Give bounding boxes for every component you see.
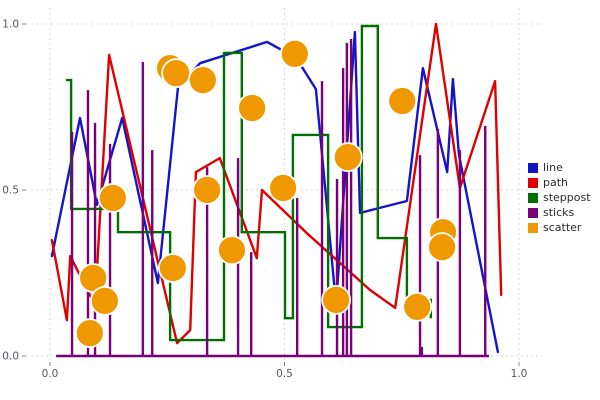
series-scatter-marker-18 — [427, 232, 457, 263]
series-scatter-marker-10 — [237, 93, 268, 123]
legend-label-steppost: steppost — [543, 191, 591, 204]
legend-item-steppost: steppost — [528, 192, 591, 204]
series-scatter-marker-3 — [97, 183, 128, 213]
series-scatter-marker-7 — [157, 253, 188, 283]
legend-swatch-path — [528, 178, 538, 188]
y-tick-label-2: 1.0 — [2, 19, 19, 31]
series-scatter-marker-6 — [187, 65, 218, 96]
series-scatter-marker-15 — [387, 86, 418, 116]
legend-swatch-steppost — [528, 193, 538, 203]
series-scatter-marker-13 — [332, 142, 363, 173]
legend-item-path: path — [528, 177, 591, 189]
legend: line path steppost sticks scatter — [528, 162, 591, 234]
legend-label-sticks: sticks — [543, 206, 575, 219]
series-scatter-marker-9 — [217, 235, 247, 265]
legend-swatch-scatter — [528, 223, 538, 233]
x-tick-label-0: 0.0 — [42, 368, 59, 380]
legend-item-scatter: scatter — [528, 222, 591, 234]
series-scatter-marker-2 — [74, 318, 105, 348]
x-tick-label-2: 1.0 — [511, 368, 528, 380]
legend-item-sticks: sticks — [528, 207, 591, 219]
series-steppost-path — [65, 24, 432, 342]
series-scatter-marker-14 — [321, 284, 351, 315]
series-scatter-marker-11 — [268, 173, 298, 203]
legend-swatch-sticks — [528, 208, 538, 218]
legend-swatch-line — [528, 163, 538, 173]
series-scatter-marker-16 — [402, 291, 433, 322]
legend-item-line: line — [528, 162, 591, 174]
series-scatter-marker-1 — [89, 285, 120, 316]
series-scatter-marker-12 — [279, 38, 310, 69]
y-tick-label-1: 0.5 — [2, 185, 19, 197]
legend-label-path: path — [543, 176, 569, 189]
legend-label-line: line — [543, 161, 563, 174]
y-tick-label-0: 0.0 — [2, 351, 19, 363]
series-scatter-marker-8 — [192, 175, 223, 205]
series-scatter-marker-5 — [161, 58, 192, 89]
legend-label-scatter: scatter — [543, 221, 582, 234]
series-line-path — [50, 30, 500, 354]
x-tick-label-1: 0.5 — [276, 368, 293, 380]
